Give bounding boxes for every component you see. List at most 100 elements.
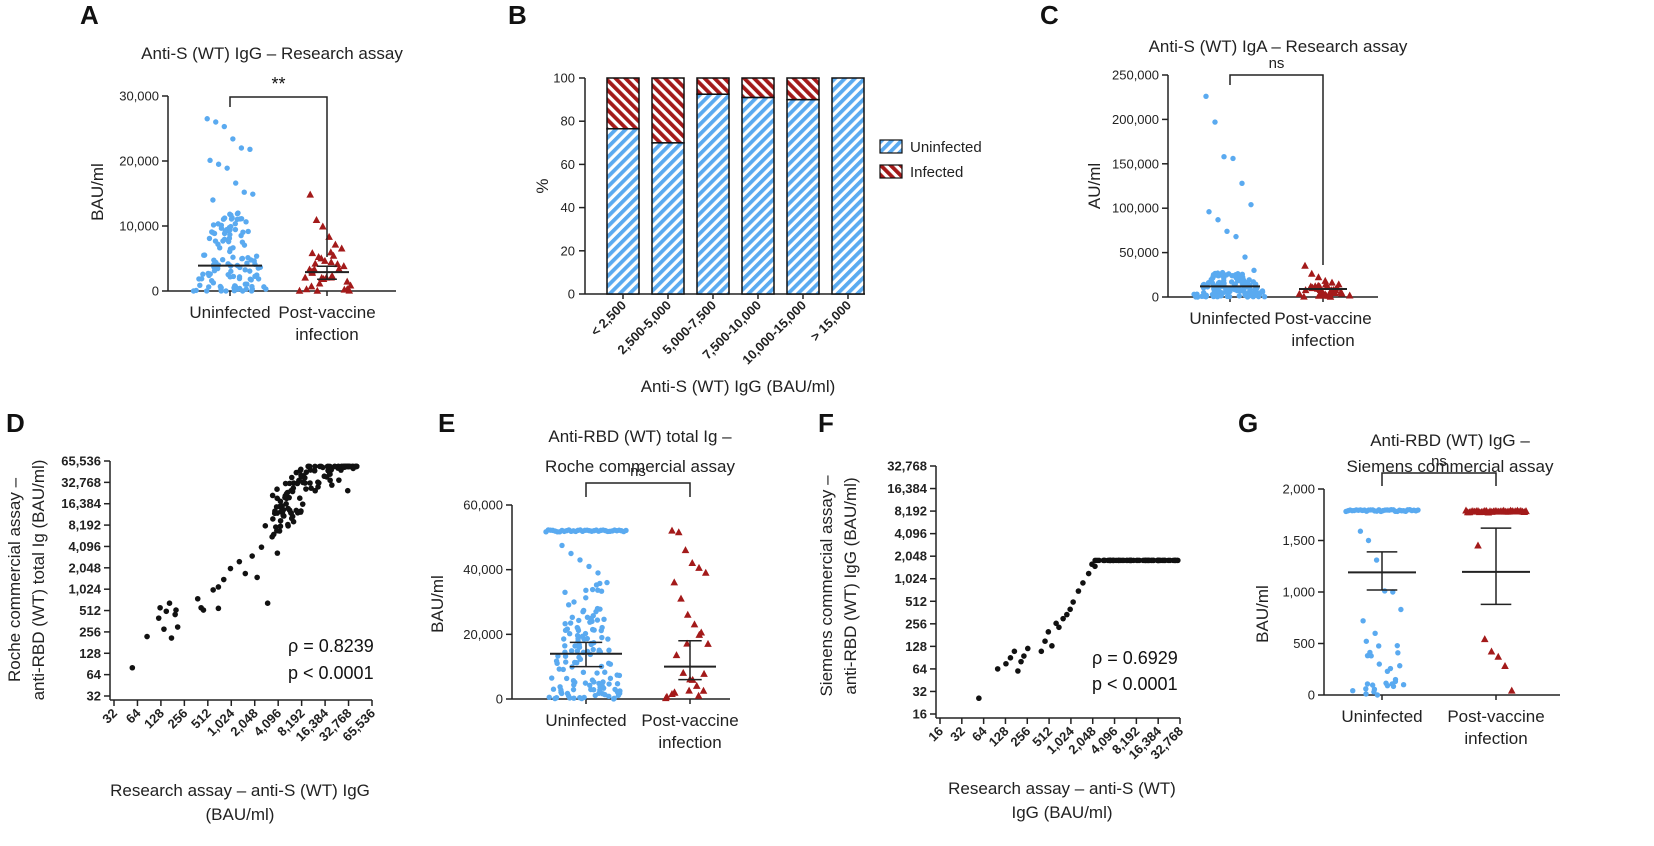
data-point: [211, 257, 217, 263]
data-point: [1038, 648, 1045, 655]
bar-uninfected: [741, 96, 775, 295]
panel-label-c: C: [1040, 0, 1059, 30]
data-point: [597, 687, 603, 693]
data-point: [306, 190, 314, 198]
data-point: [1360, 618, 1366, 624]
data-point-ceiling: [1522, 507, 1530, 515]
data-point: [244, 260, 250, 266]
y-tick-label: 40,000: [463, 562, 503, 577]
data-point: [273, 504, 280, 510]
data-point: [303, 486, 309, 492]
data-point: [274, 510, 280, 516]
data-point: [569, 614, 575, 621]
data-point: [277, 517, 284, 524]
data-point: [1400, 682, 1407, 688]
data-point: [1371, 689, 1377, 695]
y-tick-label: 32,768: [61, 475, 101, 490]
data-point: [340, 262, 348, 270]
data-point: [553, 694, 560, 701]
significance-bracket: [1229, 74, 1324, 265]
bar-infected: [786, 77, 820, 101]
data-point: [1135, 557, 1141, 564]
x-tick-label: 256: [165, 706, 191, 732]
data-point: [1067, 606, 1073, 613]
data-point: [670, 578, 679, 586]
data-point: [1389, 681, 1395, 687]
y-tick-label: 60: [561, 157, 575, 172]
data-point: [227, 565, 234, 572]
data-point: [296, 477, 302, 484]
data-point: [201, 252, 207, 258]
panel-d-rho: ρ = 0.8239: [288, 636, 374, 656]
data-point: [328, 467, 335, 473]
data-point: [327, 477, 333, 484]
data-point: [194, 595, 201, 602]
data-point: [336, 477, 342, 483]
data-point: [604, 579, 610, 586]
y-tick-label: 32: [913, 684, 927, 699]
y-tick-label: 100: [553, 71, 575, 86]
data-point: [227, 227, 233, 233]
panel-f-rho: ρ = 0.6929: [1092, 648, 1178, 668]
data-point: [579, 633, 586, 640]
panel-g: G Anti-RBD (WT) IgG – Siemens commercial…: [1238, 408, 1560, 748]
data-point: [546, 694, 552, 700]
data-point: [1239, 276, 1246, 282]
data-point: [247, 268, 253, 274]
data-point: [305, 265, 314, 273]
panel-e-plot: 0 20,000 40,000 60,000 Uninfected Post-vaccin…: [463, 463, 738, 752]
data-point: [668, 526, 676, 534]
data-point: [1307, 269, 1316, 277]
data-point: [1106, 557, 1113, 564]
data-point: [282, 480, 289, 487]
significance-bracket: [1381, 472, 1497, 486]
data-point: [1211, 291, 1218, 297]
data-point: [285, 521, 291, 528]
data-point: [1085, 570, 1092, 577]
data-point: [249, 553, 255, 559]
data-point: [685, 686, 693, 694]
y-tick-label: 64: [913, 661, 928, 676]
data-point: [335, 264, 343, 272]
data-point: [242, 570, 249, 577]
data-point: [299, 501, 306, 507]
legend-swatch-infected: [879, 164, 903, 179]
group-label: Uninfected: [1341, 707, 1422, 726]
y-tick-label: 256: [79, 624, 101, 639]
data-point: [238, 232, 244, 239]
data-point: [219, 256, 226, 263]
y-tick-label: 80: [561, 114, 575, 129]
data-point: [1328, 278, 1336, 286]
data-point: [563, 675, 570, 682]
data-point: [311, 467, 318, 474]
data-point: [607, 675, 614, 682]
data-point: [700, 669, 708, 677]
data-point: [277, 523, 284, 530]
y-tick-label: 8,192: [894, 504, 927, 519]
x-tick-label: < 2,500: [588, 298, 630, 340]
data-point: [209, 229, 215, 235]
data-point: [1221, 275, 1227, 281]
data-point: [270, 516, 276, 522]
data-point: [683, 610, 692, 618]
panel-g-title-line2: Siemens commercial assay: [1347, 457, 1554, 476]
data-point: [587, 682, 593, 689]
data-point: [586, 563, 592, 570]
panel-a: A Anti-S (WT) IgG – Research assay BAU/m…: [80, 0, 403, 344]
panel-c-y-label: AU/ml: [1085, 163, 1104, 209]
data-point: [1021, 653, 1027, 659]
data-point: [577, 557, 583, 563]
data-point: [239, 255, 246, 262]
data-point: [234, 211, 241, 217]
data-point: [242, 267, 248, 273]
data-point: [215, 265, 221, 272]
data-point: [274, 527, 280, 534]
data-point: [612, 686, 618, 693]
data-point: [574, 648, 581, 654]
data-point: [270, 531, 277, 538]
data-point: [307, 480, 313, 486]
data-point: [288, 515, 295, 522]
data-point: [601, 616, 607, 623]
data-point: [1363, 686, 1369, 692]
group-label: Uninfected: [1189, 309, 1270, 328]
